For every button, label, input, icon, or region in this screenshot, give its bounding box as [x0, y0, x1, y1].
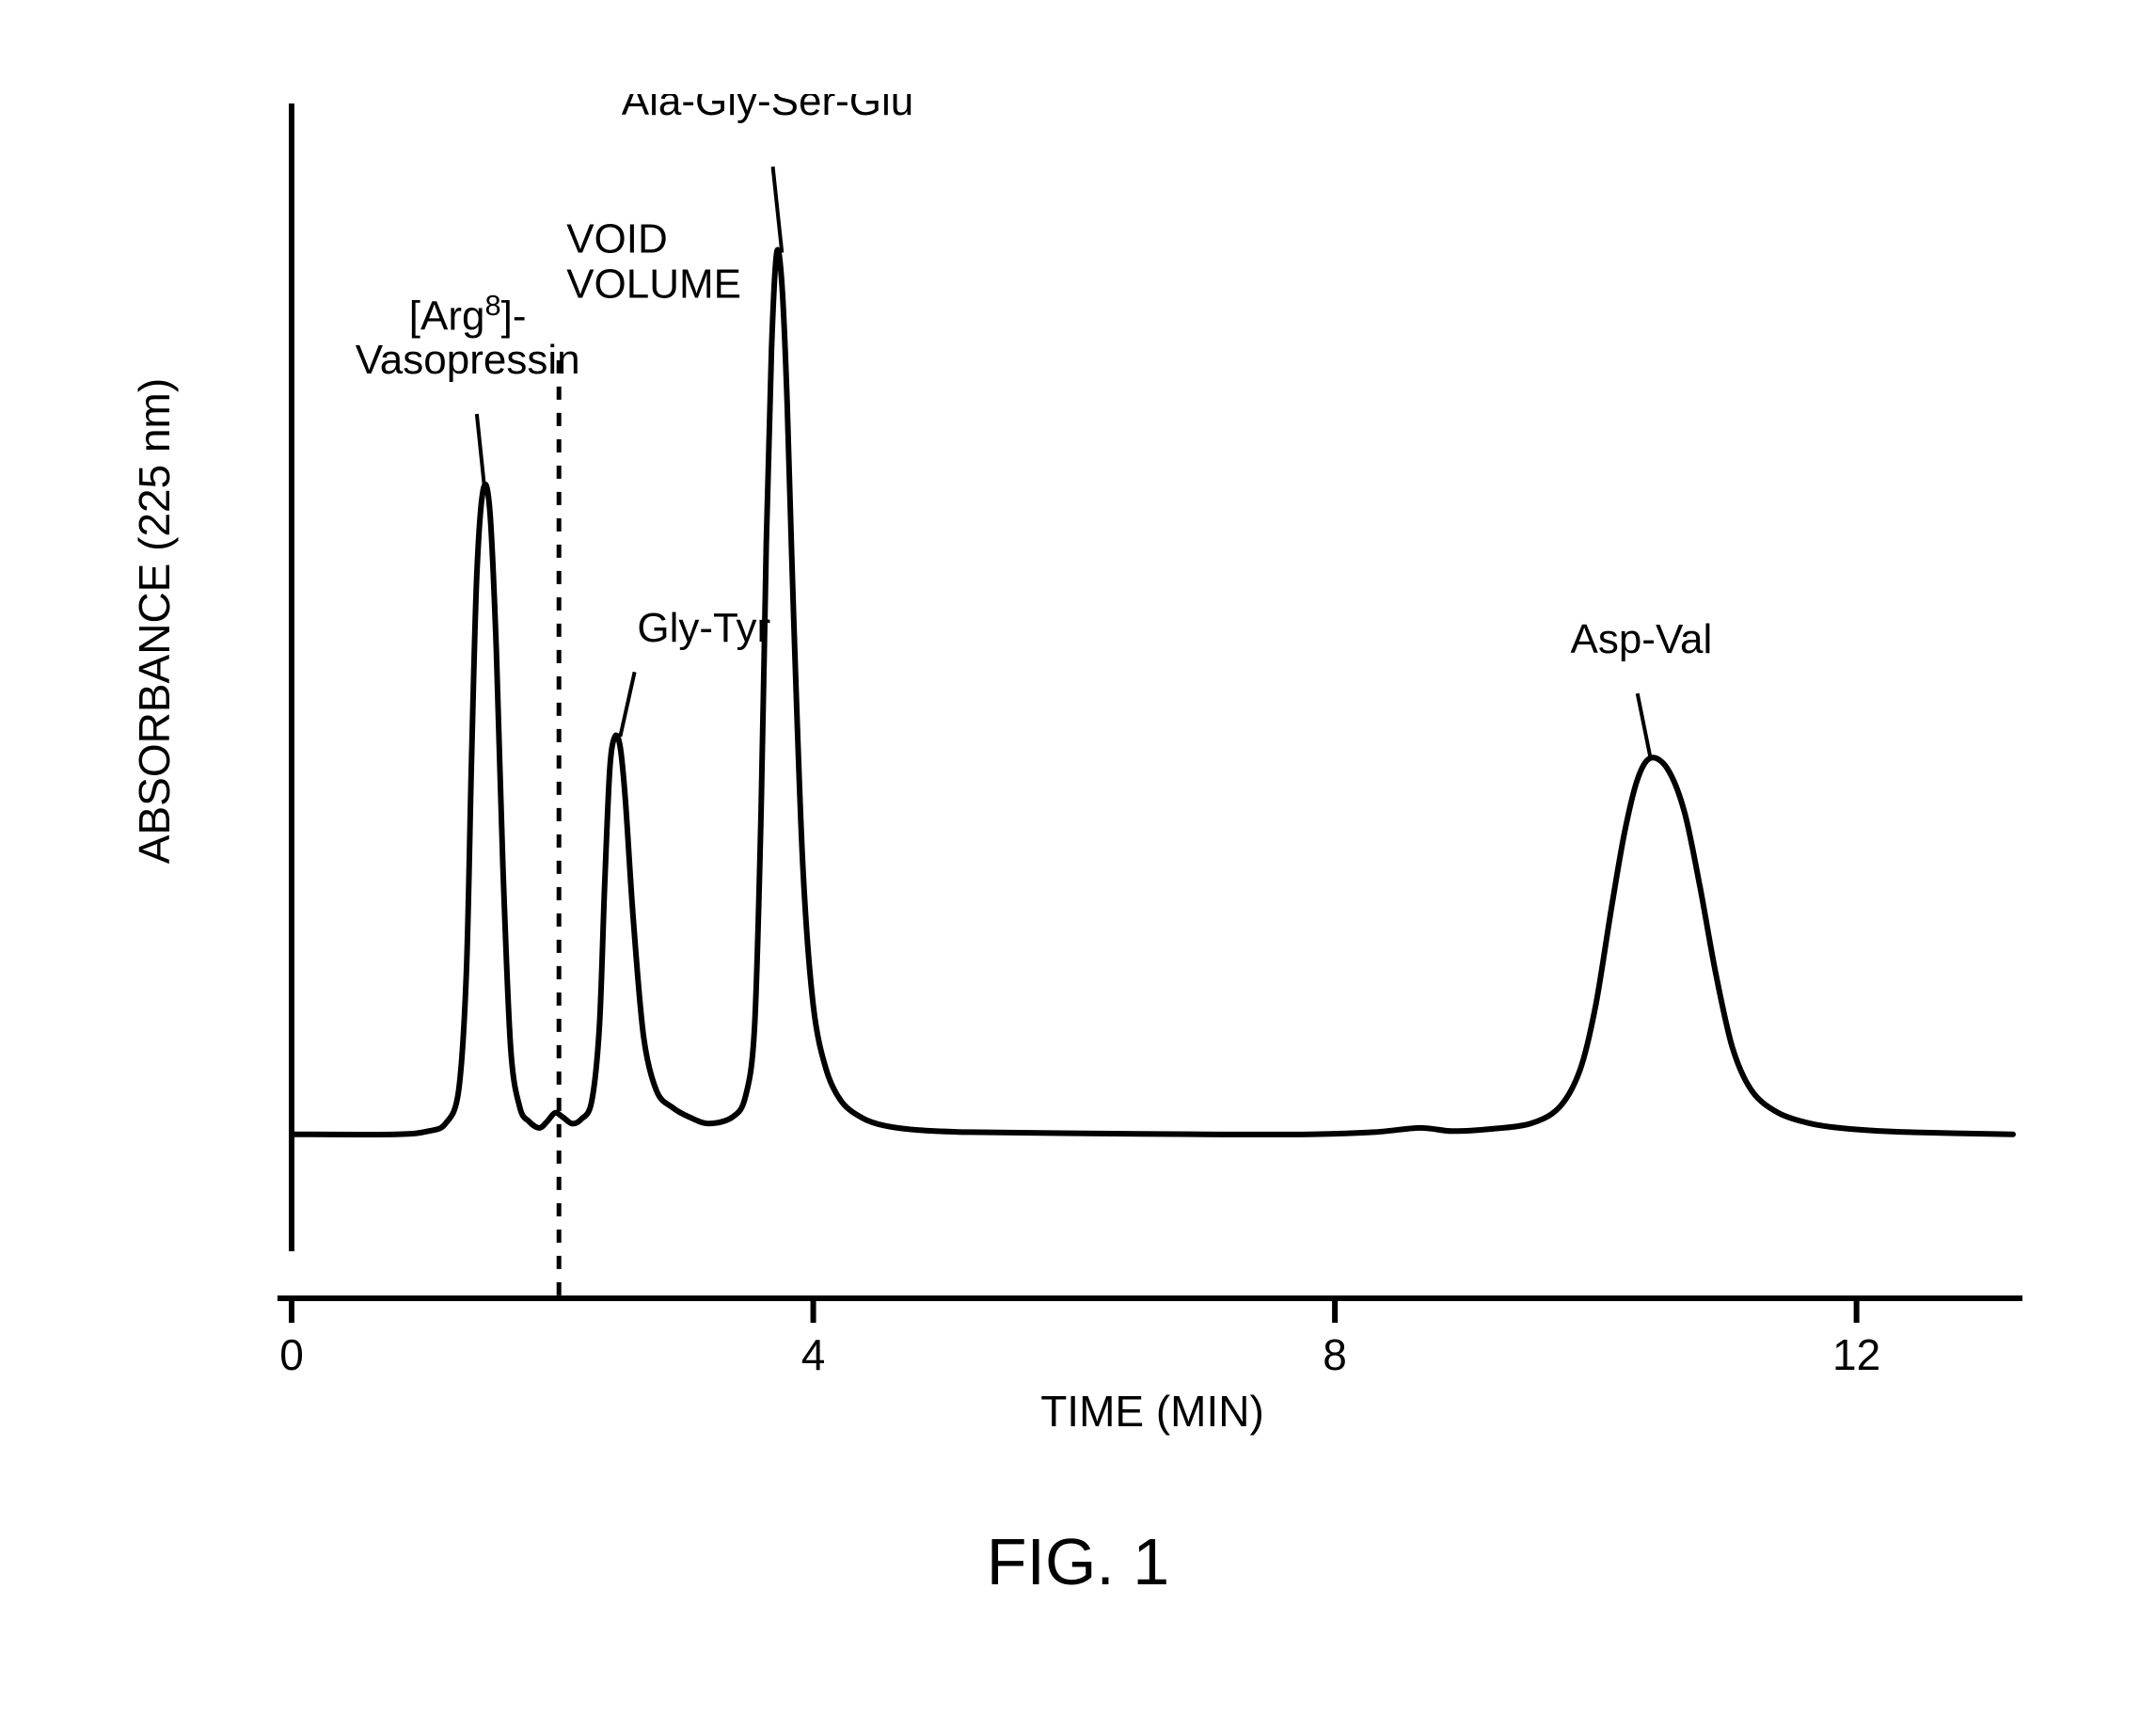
svg-text:ABSORBANCE (225 nm): ABSORBANCE (225 nm) [130, 378, 179, 864]
chart-svg: 04812TIME (MIN)ABSORBANCE (225 nm)VOIDVO… [113, 94, 2041, 1468]
chromatogram-chart: 04812TIME (MIN)ABSORBANCE (225 nm)VOIDVO… [113, 94, 2041, 1599]
figure-caption: FIG. 1 [0, 1524, 2156, 1599]
svg-text:8: 8 [1323, 1330, 1347, 1379]
svg-text:12: 12 [1832, 1330, 1880, 1379]
svg-text:VOID: VOID [566, 216, 668, 262]
svg-text:0: 0 [279, 1330, 304, 1379]
svg-text:TIME (MIN): TIME (MIN) [1040, 1387, 1264, 1436]
svg-text:4: 4 [801, 1330, 826, 1379]
